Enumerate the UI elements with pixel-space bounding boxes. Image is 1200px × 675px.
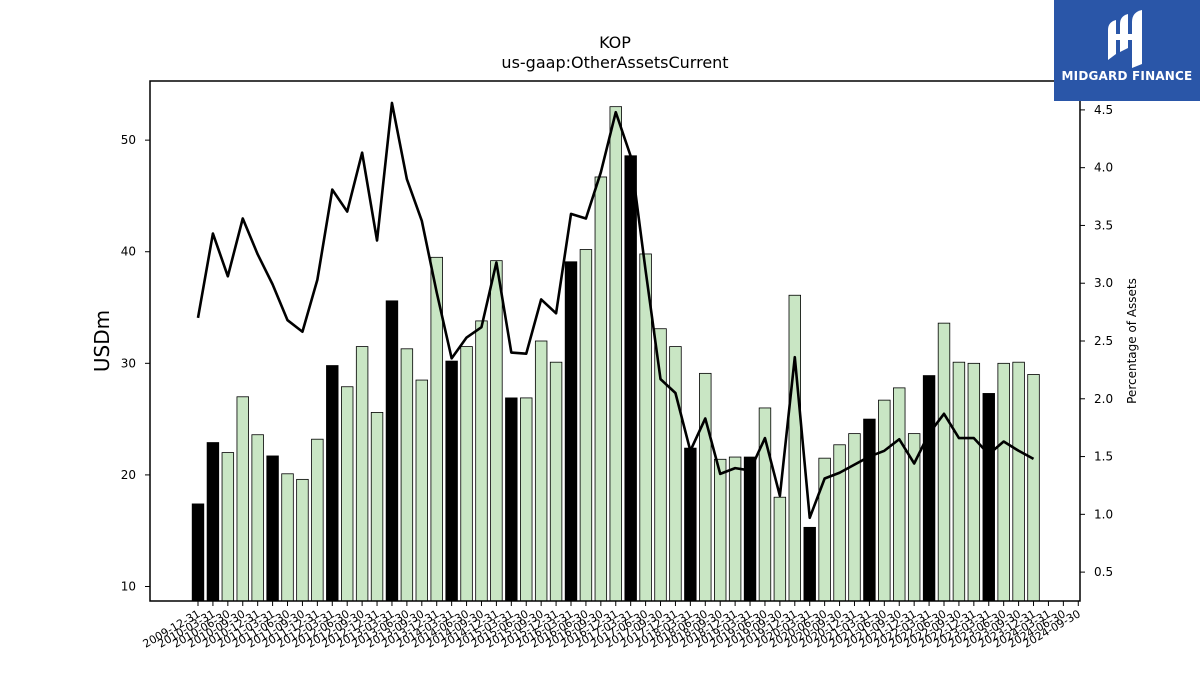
bar-2017-12-31 — [669, 346, 682, 602]
chart-subtitle: us-gaap:OtherAssetsCurrent — [501, 53, 728, 72]
logo-text: MIDGARD FINANCE — [1061, 69, 1193, 83]
y-axis-right: 0.5 1.0 1.5 2.0 2.5 3.0 3.5 4.0 4.5 — [1080, 103, 1113, 579]
bar-2018-06-30 — [699, 372, 712, 602]
bar-2009-12-31 — [191, 503, 205, 602]
y2-tick-label: 4.5 — [1094, 103, 1113, 117]
bar-2011-03-31 — [266, 455, 279, 602]
bar-2016-06-30 — [579, 249, 593, 602]
bars-layer — [191, 106, 1040, 602]
bar-2022-12-31 — [967, 362, 981, 602]
x-axis: 2009-12-312010-03-312010-06-302010-09-30… — [141, 601, 1083, 651]
bar-2014-09-30 — [475, 320, 488, 602]
bar-2014-12-31 — [490, 260, 503, 602]
midgard-finance-logo: MIDGARD FINANCE — [1054, 0, 1200, 101]
y-tick-label: 10 — [121, 579, 136, 593]
y-tick-label: 40 — [121, 245, 136, 259]
bar-2014-06-30 — [460, 346, 473, 602]
bar-2019-03-31 — [743, 456, 757, 602]
bar-2020-09-30 — [833, 444, 846, 602]
bar-2023-12-31 — [1027, 374, 1040, 602]
y2-tick-label: 1.0 — [1094, 507, 1113, 521]
y2-tick-label: 2.0 — [1094, 392, 1113, 406]
bar-2017-03-31 — [624, 155, 637, 602]
bar-2015-09-30 — [534, 340, 548, 602]
bar-2011-09-30 — [296, 478, 309, 602]
bar-2018-12-31 — [728, 456, 742, 602]
y-tick-label: 20 — [121, 468, 136, 482]
bar-2019-12-31 — [788, 294, 802, 602]
midgard-logo-icon — [1108, 10, 1142, 68]
bar-2021-09-30 — [893, 387, 906, 602]
bar-2010-06-30 — [221, 452, 235, 602]
bar-2012-06-30 — [340, 386, 354, 602]
bar-2020-12-31 — [848, 433, 861, 602]
bar-2012-03-31 — [326, 365, 339, 602]
bar-2011-06-30 — [281, 473, 294, 602]
chart-title: KOP — [599, 33, 631, 52]
y2-tick-label: 1.5 — [1094, 450, 1113, 464]
bar-2015-03-31 — [505, 397, 518, 602]
bar-2022-09-30 — [952, 361, 966, 602]
bar-2019-09-30 — [773, 496, 787, 602]
bar-2013-06-30 — [400, 348, 414, 602]
y2-tick-label: 3.5 — [1094, 218, 1113, 232]
bar-2016-09-30 — [594, 176, 608, 602]
bar-2010-09-30 — [236, 396, 249, 602]
bar-2022-03-31 — [922, 375, 936, 602]
bar-2013-09-30 — [415, 379, 429, 602]
y-tick-label: 50 — [121, 133, 136, 147]
bar-2018-03-31 — [684, 447, 697, 602]
bar-2018-09-30 — [714, 458, 727, 602]
bar-2014-03-31 — [445, 360, 458, 602]
bar-2023-03-31 — [982, 393, 995, 602]
y2-tick-label: 0.5 — [1094, 565, 1113, 579]
bar-2016-12-31 — [609, 106, 622, 602]
y2-tick-label: 4.0 — [1094, 161, 1113, 175]
bar-2010-12-31 — [251, 434, 264, 602]
percent-of-assets-line — [196, 101, 1035, 520]
y2-tick-label: 3.0 — [1094, 276, 1113, 290]
y-axis-label-left: USDm — [90, 310, 114, 372]
y-axis-left: 10 20 30 40 50 — [121, 133, 150, 593]
bar-2023-09-30 — [1012, 361, 1025, 602]
bar-2020-03-31 — [803, 526, 816, 602]
bar-2013-03-31 — [385, 300, 399, 602]
bar-2012-12-31 — [370, 412, 384, 602]
y2-tick-label: 2.5 — [1094, 334, 1113, 348]
bar-2015-06-30 — [520, 397, 533, 602]
bar-2012-09-30 — [355, 346, 369, 602]
y-axis-label-right: Percentage of Assets — [1125, 278, 1139, 404]
bar-2023-06-30 — [997, 362, 1010, 602]
bar-2015-12-31 — [549, 361, 563, 602]
bar-2021-03-31 — [863, 418, 876, 602]
line-layer — [196, 101, 1035, 520]
bar-2016-03-31 — [564, 261, 578, 602]
bar-2011-12-31 — [311, 438, 324, 602]
bar-2022-06-30 — [937, 322, 951, 602]
y-tick-label: 30 — [121, 356, 136, 370]
bar-2010-03-31 — [206, 442, 220, 602]
bar-2017-09-30 — [654, 328, 667, 602]
bar-2021-06-30 — [878, 399, 891, 602]
